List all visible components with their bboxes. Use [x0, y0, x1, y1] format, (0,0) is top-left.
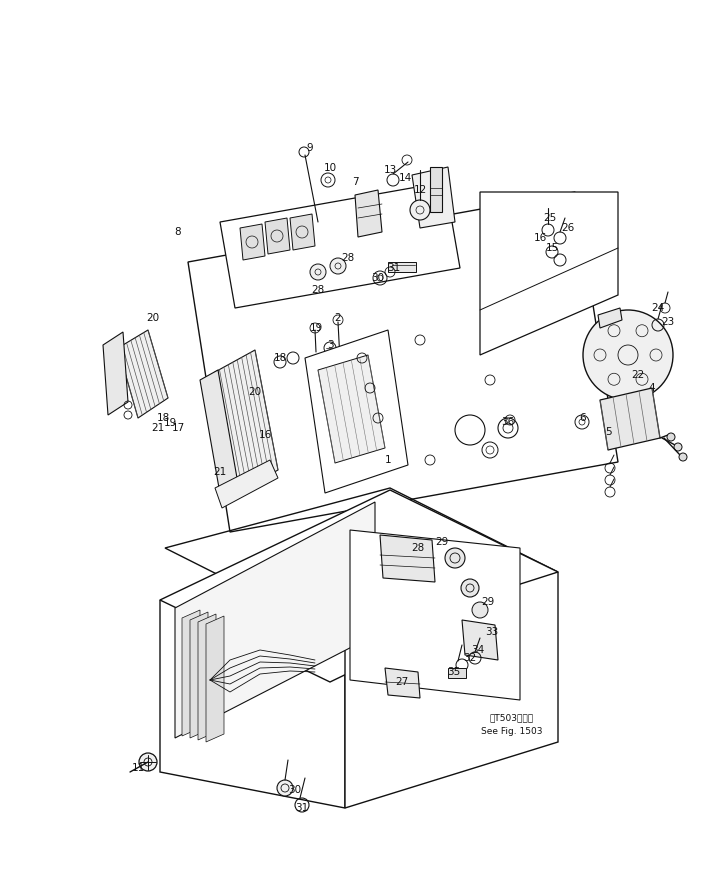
- Text: 4: 4: [649, 383, 656, 393]
- Circle shape: [139, 753, 157, 771]
- Text: 30: 30: [372, 273, 385, 283]
- Polygon shape: [598, 308, 622, 328]
- Polygon shape: [190, 612, 208, 738]
- Polygon shape: [385, 668, 420, 698]
- Text: 25: 25: [543, 213, 557, 223]
- Text: 19: 19: [309, 323, 322, 333]
- Text: 28: 28: [311, 285, 325, 295]
- Text: 7: 7: [351, 177, 359, 187]
- Text: 27: 27: [396, 677, 409, 687]
- Text: 5: 5: [605, 427, 611, 437]
- Polygon shape: [103, 332, 128, 415]
- Text: 29: 29: [436, 537, 449, 547]
- Text: 2: 2: [335, 313, 341, 323]
- Polygon shape: [350, 530, 520, 700]
- Text: 20: 20: [248, 387, 261, 397]
- Circle shape: [679, 453, 687, 461]
- Text: 21: 21: [213, 467, 227, 477]
- Circle shape: [277, 780, 293, 796]
- Polygon shape: [215, 350, 278, 492]
- Text: 21: 21: [152, 423, 165, 433]
- Text: 17: 17: [171, 423, 184, 433]
- Circle shape: [674, 443, 682, 451]
- Circle shape: [667, 433, 675, 441]
- Text: 35: 35: [447, 667, 460, 677]
- Text: 24: 24: [651, 303, 664, 313]
- Polygon shape: [175, 502, 375, 738]
- Text: 6: 6: [579, 413, 587, 423]
- Polygon shape: [200, 370, 240, 505]
- Polygon shape: [160, 600, 345, 808]
- Polygon shape: [355, 190, 382, 237]
- Polygon shape: [462, 620, 498, 660]
- Text: 16: 16: [534, 233, 547, 243]
- Circle shape: [410, 200, 430, 220]
- Bar: [430, 167, 442, 212]
- Text: 28: 28: [412, 543, 425, 553]
- Text: 36: 36: [502, 417, 515, 427]
- Text: 31: 31: [388, 263, 401, 273]
- Text: 28: 28: [341, 253, 354, 263]
- Text: 29: 29: [481, 597, 494, 607]
- Polygon shape: [305, 330, 408, 493]
- Text: 31: 31: [295, 803, 309, 813]
- Text: 22: 22: [632, 370, 645, 380]
- Text: 12: 12: [413, 185, 427, 195]
- Text: 23: 23: [661, 317, 674, 327]
- Polygon shape: [206, 616, 224, 742]
- Polygon shape: [380, 535, 435, 582]
- Circle shape: [461, 579, 479, 597]
- Circle shape: [583, 310, 673, 400]
- Text: 3: 3: [327, 340, 333, 350]
- Polygon shape: [318, 355, 385, 463]
- Text: 26: 26: [561, 223, 574, 233]
- Text: 13: 13: [383, 165, 396, 175]
- Text: 20: 20: [147, 313, 160, 323]
- Text: 30: 30: [288, 785, 301, 795]
- Text: 15: 15: [545, 243, 558, 253]
- Text: 9: 9: [306, 143, 314, 153]
- Polygon shape: [240, 224, 265, 260]
- Polygon shape: [290, 214, 315, 250]
- Text: See Fig. 1503: See Fig. 1503: [481, 727, 543, 737]
- Text: 10: 10: [324, 163, 337, 173]
- Polygon shape: [160, 490, 558, 682]
- Circle shape: [445, 548, 465, 568]
- Circle shape: [472, 602, 488, 618]
- Polygon shape: [198, 614, 216, 740]
- Text: 11: 11: [131, 763, 144, 773]
- Polygon shape: [182, 610, 200, 736]
- Bar: [448, 668, 466, 678]
- Text: 1: 1: [385, 455, 391, 465]
- Text: 8: 8: [175, 227, 182, 237]
- Polygon shape: [480, 192, 618, 355]
- Text: 33: 33: [486, 627, 499, 637]
- Text: 18: 18: [274, 353, 287, 363]
- Circle shape: [310, 264, 326, 280]
- Text: 18: 18: [156, 413, 170, 423]
- Bar: [388, 262, 416, 272]
- Polygon shape: [345, 572, 558, 808]
- Text: 14: 14: [399, 173, 412, 183]
- Text: 図T503図参照: 図T503図参照: [490, 713, 534, 723]
- Text: 32: 32: [463, 653, 477, 663]
- Circle shape: [330, 258, 346, 274]
- Polygon shape: [220, 182, 460, 308]
- Text: 16: 16: [258, 430, 272, 440]
- Polygon shape: [412, 167, 455, 228]
- Polygon shape: [600, 388, 660, 450]
- Polygon shape: [265, 218, 290, 254]
- Text: 19: 19: [163, 418, 176, 428]
- Polygon shape: [215, 460, 278, 508]
- Text: 34: 34: [471, 645, 485, 655]
- Polygon shape: [118, 330, 168, 418]
